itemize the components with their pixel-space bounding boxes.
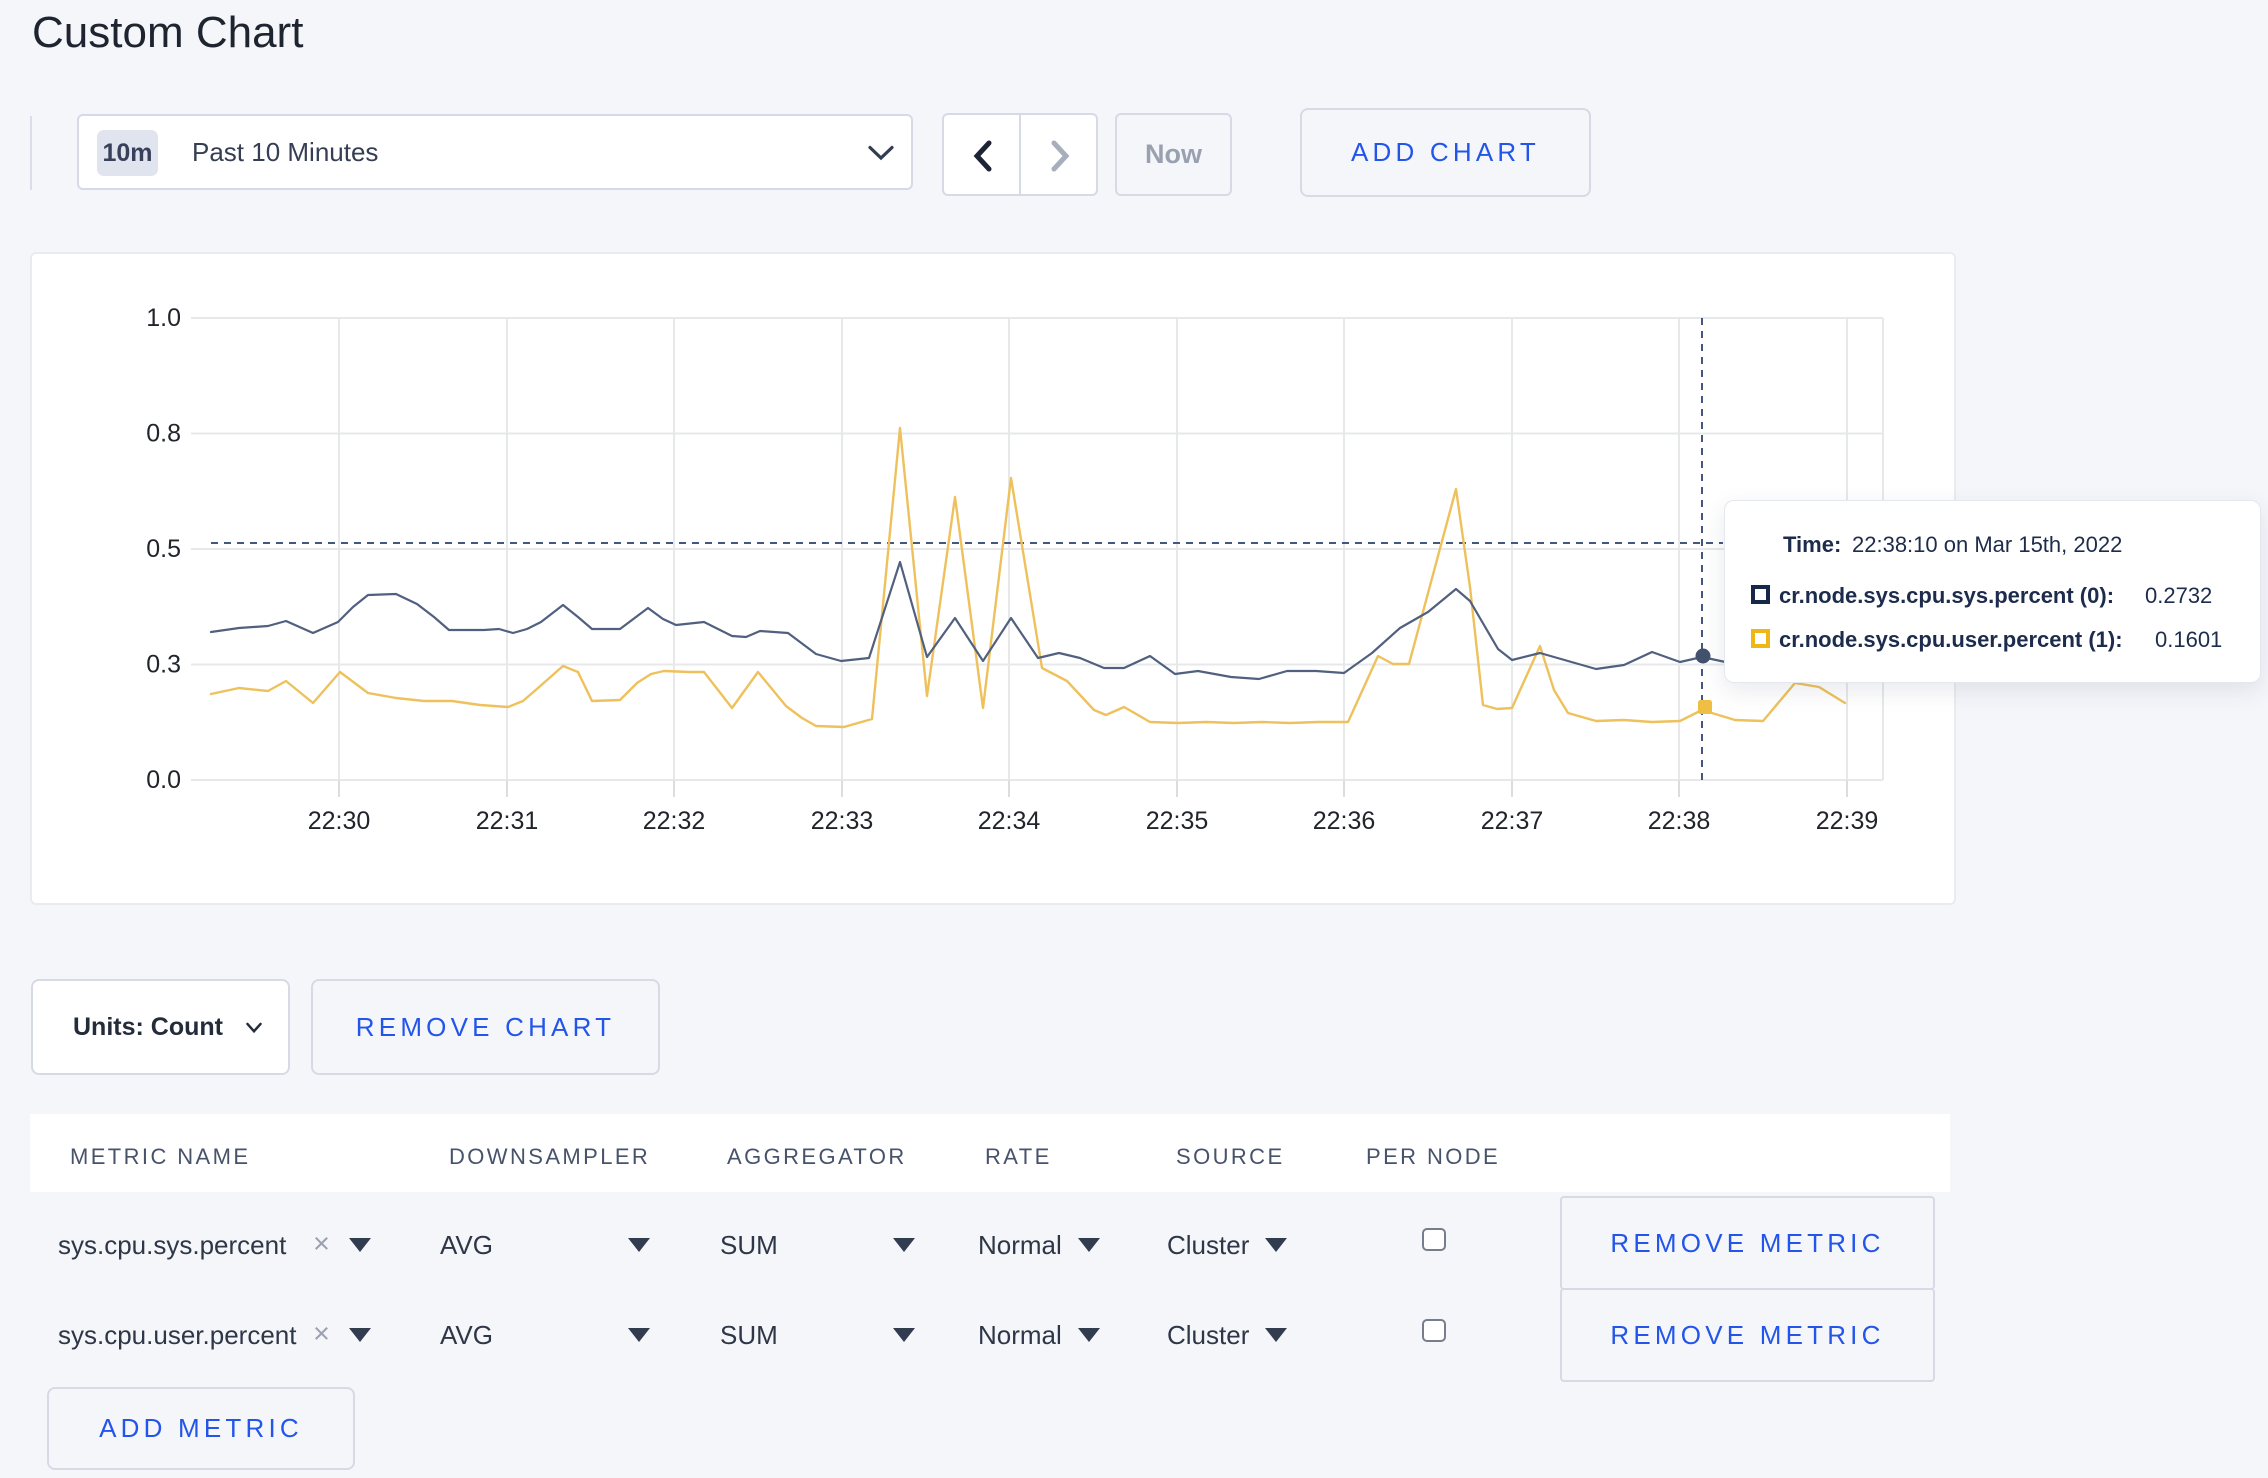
svg-text:22:31: 22:31	[476, 807, 539, 835]
svg-text:22:34: 22:34	[978, 807, 1041, 835]
svg-text:22:35: 22:35	[1146, 807, 1209, 835]
svg-text:0.5: 0.5	[146, 535, 181, 563]
svg-text:22:30: 22:30	[308, 807, 371, 835]
svg-text:22:36: 22:36	[1313, 807, 1376, 835]
svg-text:22:38: 22:38	[1648, 807, 1711, 835]
svg-text:0.8: 0.8	[146, 420, 181, 448]
svg-text:0.0: 0.0	[146, 766, 181, 794]
svg-text:0.3: 0.3	[146, 651, 181, 679]
svg-text:22:39: 22:39	[1816, 807, 1879, 835]
svg-text:22:37: 22:37	[1481, 807, 1544, 835]
svg-text:22:32: 22:32	[643, 807, 706, 835]
svg-text:22:33: 22:33	[811, 807, 874, 835]
svg-text:1.0: 1.0	[146, 304, 181, 332]
